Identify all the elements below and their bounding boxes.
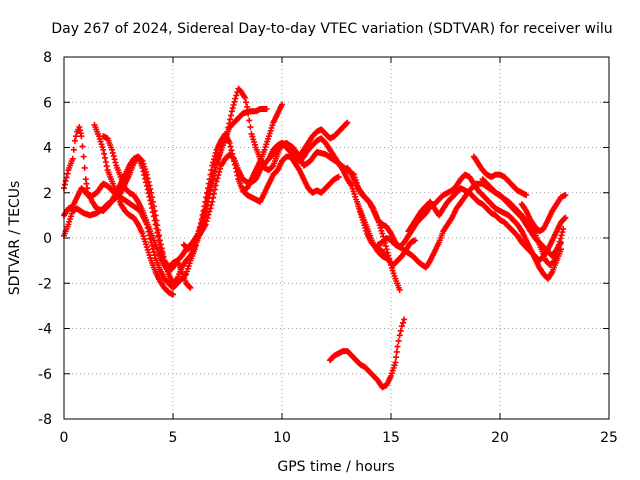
- series-arc4: [91, 121, 176, 298]
- y-tick-label: -8: [38, 412, 52, 428]
- x-axis-title: GPS time / hours: [277, 459, 394, 475]
- x-tick-label: 15: [382, 430, 400, 446]
- series-markers: [180, 85, 390, 262]
- series-arc11: [374, 171, 564, 282]
- x-tick-label: 20: [491, 430, 509, 446]
- series-arc16: [327, 316, 408, 391]
- x-tick-label: 10: [273, 430, 291, 446]
- plot-frame: [63, 56, 610, 420]
- series-markers: [355, 203, 418, 269]
- axis-ticks: 0 5 10 15 20 25 -8 -6 -4 -2 0 2 4 6 8: [38, 50, 618, 446]
- series-arc7: [235, 153, 342, 205]
- y-tick-label: 0: [43, 231, 52, 247]
- series-arc9: [344, 164, 403, 293]
- series-markers: [91, 121, 176, 298]
- y-tick-label: -4: [38, 322, 52, 338]
- grid: [64, 57, 609, 419]
- series-markers: [518, 192, 569, 235]
- series-markers: [265, 119, 351, 162]
- x-tick-label: 0: [60, 430, 69, 446]
- series-markers: [470, 153, 530, 198]
- series-arc6: [180, 85, 390, 262]
- x-tick-label: 5: [169, 430, 178, 446]
- series-arc10: [355, 203, 418, 269]
- series-markers: [61, 106, 270, 271]
- series-markers: [374, 171, 564, 282]
- data-points: [61, 85, 569, 391]
- series-markers: [344, 164, 403, 293]
- y-tick-label: 8: [43, 50, 52, 66]
- series-arc13: [470, 153, 530, 198]
- y-tick-label: 6: [43, 95, 52, 111]
- y-tick-label: 2: [43, 186, 52, 202]
- series-markers: [235, 153, 342, 205]
- series-markers: [479, 176, 564, 260]
- x-tick-label: 25: [600, 430, 618, 446]
- series-arc8: [265, 119, 351, 162]
- y-tick-label: 4: [43, 141, 52, 157]
- y-tick-label: -2: [38, 276, 52, 292]
- series-markers: [100, 133, 194, 291]
- series-arc5: [100, 133, 194, 291]
- series-arc15: [518, 192, 569, 235]
- chart-title: Day 267 of 2024, Sidereal Day-to-day VTE…: [51, 21, 612, 37]
- y-axis-title: SDTVAR / TECUs: [7, 181, 23, 296]
- series-arc14: [479, 176, 564, 260]
- y-tick-label: -6: [38, 367, 52, 383]
- series-arc2: [61, 106, 270, 271]
- series-markers: [327, 316, 408, 391]
